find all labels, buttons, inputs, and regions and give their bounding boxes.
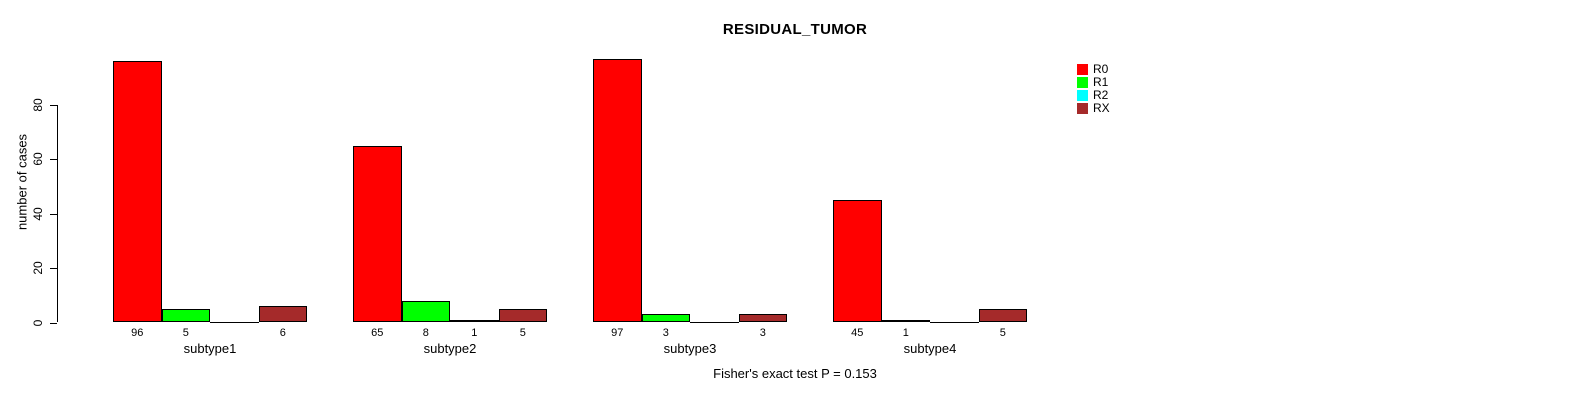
legend-item-RX: RX bbox=[1077, 102, 1110, 115]
bar-R0-subtype1 bbox=[113, 61, 162, 323]
bar-count-label: 5 bbox=[182, 327, 189, 339]
bar-count-label: 8 bbox=[422, 327, 429, 339]
legend-item-R2: R2 bbox=[1077, 89, 1110, 102]
bar-RX-subtype4 bbox=[978, 308, 1027, 323]
bar-R0-subtype3 bbox=[593, 58, 642, 323]
legend-color-R0 bbox=[1077, 64, 1088, 75]
bar-RX-subtype1 bbox=[258, 306, 307, 323]
bar-R0-subtype4 bbox=[833, 200, 882, 323]
bar-R2-subtype1-zero bbox=[210, 321, 259, 323]
bar-count-label: 1 bbox=[471, 327, 478, 339]
bar-count-label: 3 bbox=[759, 327, 766, 339]
bar-count-label: 1 bbox=[902, 327, 909, 339]
bar-R1-subtype3 bbox=[641, 314, 690, 323]
x-category-label-subtype4: subtype4 bbox=[903, 341, 957, 356]
bar-R2-subtype3-zero bbox=[690, 321, 739, 323]
chart-title: RESIDUAL_TUMOR bbox=[722, 21, 868, 38]
bar-count-label: 3 bbox=[662, 327, 669, 339]
legend-item-R0: R0 bbox=[1077, 63, 1110, 76]
x-category-label-subtype1: subtype1 bbox=[183, 341, 237, 356]
legend-color-R1 bbox=[1077, 77, 1088, 88]
bar-R1-subtype2 bbox=[401, 300, 450, 323]
y-tick-label: 20 bbox=[31, 261, 45, 275]
bar-R2-subtype2 bbox=[450, 319, 499, 323]
bar-count-label: 5 bbox=[999, 327, 1006, 339]
x-category-label-subtype3: subtype3 bbox=[663, 341, 717, 356]
y-tick-label: 80 bbox=[31, 98, 45, 112]
y-tick bbox=[50, 104, 57, 106]
bar-R1-subtype1 bbox=[161, 308, 210, 323]
legend-label-R1: R1 bbox=[1093, 75, 1109, 89]
y-tick-label: 40 bbox=[31, 207, 45, 221]
y-tick bbox=[50, 268, 57, 270]
bar-count-label: 45 bbox=[851, 327, 864, 339]
bar-RX-subtype3 bbox=[738, 314, 787, 323]
bar-count-label: 5 bbox=[519, 327, 526, 339]
legend-item-R1: R1 bbox=[1077, 76, 1110, 89]
y-tick-label: 0 bbox=[31, 319, 45, 326]
bar-count-label: 96 bbox=[131, 327, 144, 339]
fisher-test-note: Fisher's exact test P = 0.153 bbox=[713, 366, 877, 381]
y-tick bbox=[50, 159, 57, 161]
y-tick-label: 60 bbox=[31, 152, 45, 166]
x-category-label-subtype2: subtype2 bbox=[423, 341, 477, 356]
y-axis-label: number of cases bbox=[14, 133, 30, 231]
legend-label-RX: RX bbox=[1093, 101, 1110, 115]
legend: R0 R1 R2 RX bbox=[1077, 63, 1110, 115]
y-axis-line bbox=[57, 104, 58, 323]
bar-R1-subtype4 bbox=[881, 319, 930, 323]
legend-color-R2 bbox=[1077, 90, 1088, 101]
bar-R0-subtype2 bbox=[353, 145, 402, 323]
bar-count-label: 97 bbox=[611, 327, 624, 339]
y-tick bbox=[50, 213, 57, 215]
bar-RX-subtype2 bbox=[498, 308, 547, 323]
legend-color-RX bbox=[1077, 103, 1088, 114]
bar-count-label: 65 bbox=[371, 327, 384, 339]
legend-label-R2: R2 bbox=[1093, 88, 1109, 102]
bar-R2-subtype4-zero bbox=[930, 321, 979, 323]
y-tick bbox=[50, 322, 57, 324]
bar-count-label: 6 bbox=[279, 327, 286, 339]
legend-label-R0: R0 bbox=[1093, 62, 1109, 76]
